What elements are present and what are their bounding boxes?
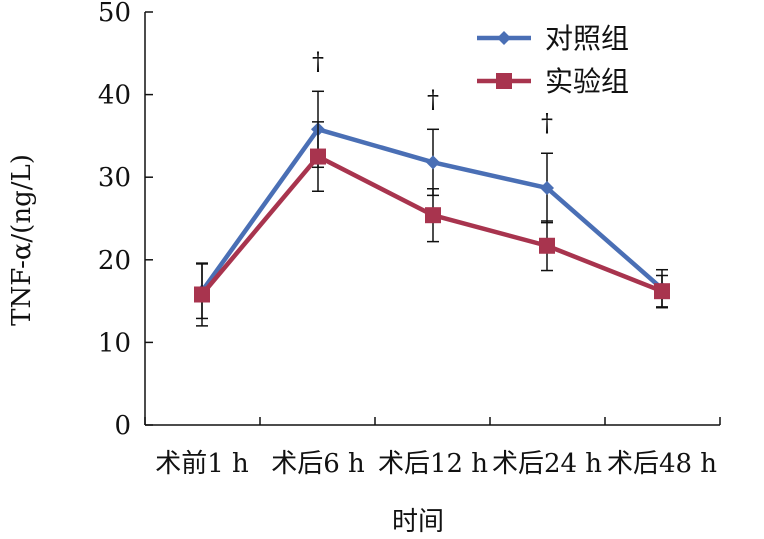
y-tick-label-2: 20 [98, 246, 131, 276]
legend-item-1: 实验组 [477, 65, 629, 98]
x-tick-label-3: 术后24 h [492, 449, 602, 479]
y-tick-label-5: 50 [98, 0, 131, 28]
data-point-1-3 [539, 237, 555, 254]
significance-mark-1: † [427, 85, 439, 113]
data-point-1-2 [425, 207, 441, 224]
data-point-1-1 [310, 148, 326, 165]
x-tick-label-2: 术后12 h [378, 449, 488, 479]
significance-mark-0: † [312, 47, 324, 75]
x-tick-label-4: 术后48 h [607, 449, 717, 479]
y-axis-title: TNF-α/(ng/L) [7, 154, 37, 326]
series-0 [195, 90, 669, 320]
series-1 [194, 121, 670, 327]
chart-series [194, 90, 670, 327]
x-axis-title: 时间 [392, 507, 444, 537]
data-point-0-3 [540, 180, 554, 195]
y-tick-label-4: 40 [98, 81, 131, 111]
y-tick-label-0: 0 [114, 411, 131, 441]
data-point-0-2 [426, 155, 440, 170]
y-tick-label-3: 30 [98, 163, 131, 193]
legend-marker-1 [496, 73, 512, 89]
chart-axes: 0 10 20 30 40 50 术前1 h 术后6 h 术后12 h 术后24 h 术后48 h [98, 0, 721, 479]
legend-label-0: 对照组 [545, 22, 629, 55]
data-point-1-4 [654, 283, 670, 300]
data-point-1-0 [194, 286, 210, 303]
y-tick-label-1: 10 [98, 328, 131, 358]
x-tick-label-0: 术前1 h [155, 449, 249, 479]
legend-marker-0 [497, 31, 511, 45]
significance-mark-2: † [541, 109, 553, 137]
legend-label-1: 实验组 [545, 65, 629, 98]
chart-annotations: † † † [312, 47, 553, 137]
x-tick-label-1: 术后6 h [271, 449, 365, 479]
legend-item-0: 对照组 [477, 22, 629, 55]
